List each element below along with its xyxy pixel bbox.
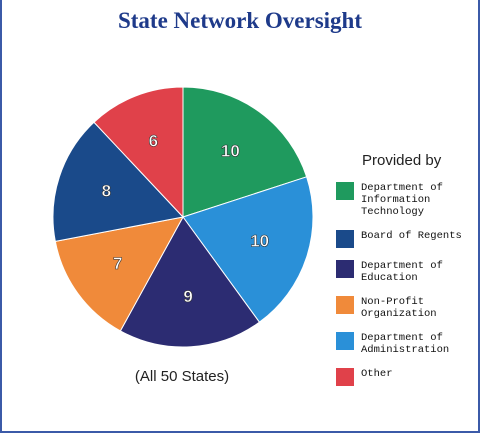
- slice-label: 10: [250, 231, 269, 250]
- legend-swatch: [336, 230, 354, 248]
- pie-slice: [54, 216, 184, 332]
- pie-slice: [182, 176, 314, 323]
- legend-title: Provided by: [362, 152, 442, 169]
- slice-label: 10: [221, 141, 240, 160]
- pie-slice: [52, 121, 184, 242]
- legend-item: Other: [336, 368, 476, 386]
- slice-label: 8: [102, 182, 111, 201]
- legend-item: Department of Information Technology: [336, 182, 476, 218]
- legend-label: Other: [361, 368, 393, 380]
- legend-swatch: [336, 332, 354, 350]
- pie-slice: [119, 216, 261, 348]
- legend-item: Department of Administration: [336, 332, 476, 356]
- legend-swatch: [336, 296, 354, 314]
- slice-label: 9: [183, 287, 192, 306]
- slice-label: 7: [113, 254, 122, 273]
- legend-item: Department of Education: [336, 260, 476, 284]
- chart-title: State Network Oversight: [117, 8, 362, 33]
- slice-label: 6: [149, 132, 158, 151]
- legend-item: Non-Profit Organization: [336, 296, 476, 320]
- subtitle: (All 50 States): [134, 368, 230, 385]
- legend-swatch: [336, 182, 354, 200]
- legend-swatch: [336, 260, 354, 278]
- pie-slice: [93, 86, 184, 219]
- legend-label: Board of Regents: [361, 230, 462, 242]
- legend: Department of Information Technology Boar…: [336, 182, 476, 398]
- pie-slice: [182, 86, 308, 218]
- legend-label: Non-Profit Organization: [361, 296, 437, 320]
- legend-label: Department of Administration: [361, 332, 450, 356]
- legend-label: Department of Education: [361, 260, 443, 284]
- legend-item: Board of Regents: [336, 230, 476, 248]
- legend-label: Department of Information Technology: [361, 182, 443, 218]
- legend-swatch: [336, 368, 354, 386]
